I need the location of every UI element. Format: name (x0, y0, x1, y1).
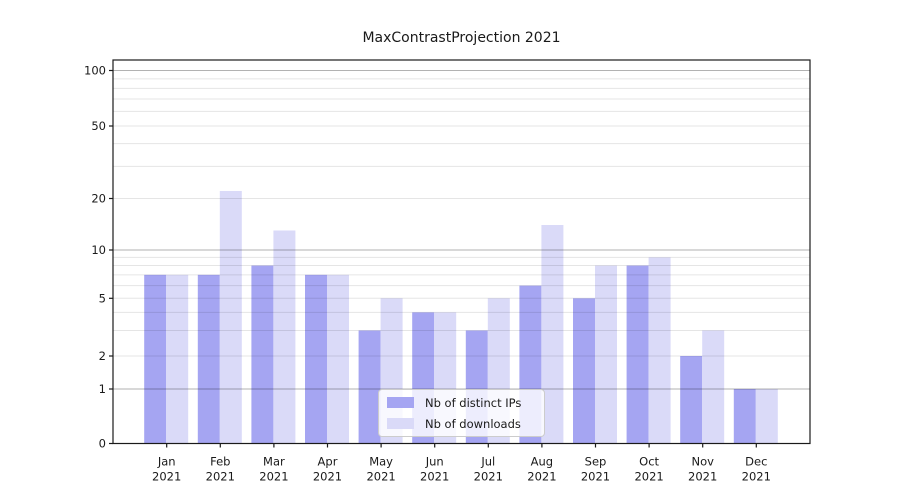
plot-border (112, 59, 811, 445)
bar-downloads-oct (648, 257, 671, 444)
bar-distinct-ips-dec (733, 389, 756, 444)
bar-distinct-ips-oct (626, 265, 649, 444)
legend-item-distinct-ips: Nb of distinct IPs (387, 395, 536, 410)
x-tick-label-month: Aug (531, 455, 553, 469)
bar-distinct-ips-feb (197, 274, 220, 444)
legend-label-distinct-ips: Nb of distinct IPs (425, 395, 522, 410)
y-tick-label: 20 (91, 192, 106, 206)
y-tick-label: 50 (91, 119, 106, 133)
legend-label-downloads: Nb of downloads (425, 416, 521, 431)
x-tick-label-month: Jul (480, 455, 495, 469)
x-tick-label-month: Feb (210, 455, 230, 469)
x-tick-label-month: Jan (157, 455, 176, 469)
y-tick-label: 2 (99, 349, 106, 363)
x-tick-label-year: 2021 (581, 470, 610, 484)
bar-downloads-nov (702, 330, 725, 444)
bar-distinct-ips-jan (144, 274, 167, 444)
x-tick-label-year: 2021 (742, 470, 771, 484)
x-tick-label-month: May (369, 455, 393, 469)
legend-item-downloads: Nb of downloads (387, 416, 536, 431)
x-tick-label-year: 2021 (688, 470, 717, 484)
y-tick-label: 100 (84, 64, 106, 78)
x-tick-label-month: Nov (691, 455, 714, 469)
x-tick-label-year: 2021 (313, 470, 342, 484)
x-tick-label-year: 2021 (420, 470, 449, 484)
x-tick-label-month: Jun (425, 455, 444, 469)
bar-downloads-jan (166, 274, 189, 444)
x-tick-label-month: Mar (263, 455, 285, 469)
bar-distinct-ips-nov (680, 356, 703, 444)
x-tick-label-year: 2021 (474, 470, 503, 484)
bar-downloads-dec (755, 389, 778, 444)
y-tick-label: 1 (99, 382, 106, 396)
legend: Nb of distinct IPs Nb of downloads (378, 389, 545, 437)
x-tick-label-month: Dec (745, 455, 767, 469)
x-tick-label-year: 2021 (366, 470, 395, 484)
bar-distinct-ips-may (358, 330, 381, 444)
chart-title: MaxContrastProjection 2021 (362, 30, 561, 46)
x-tick-label-month: Oct (639, 455, 659, 469)
x-tick-label-year: 2021 (527, 470, 556, 484)
bar-distinct-ips-apr (305, 274, 327, 444)
y-tick-label: 0 (99, 437, 106, 451)
x-tick-label-year: 2021 (259, 470, 288, 484)
x-tick-label-year: 2021 (206, 470, 235, 484)
bar-distinct-ips-sep (573, 298, 595, 444)
bar-distinct-ips-mar (251, 265, 274, 444)
x-tick-label-month: Sep (585, 455, 607, 469)
x-tick-label-year: 2021 (152, 470, 181, 484)
bar-downloads-mar (273, 230, 296, 444)
legend-swatch-distinct-ips (387, 397, 414, 408)
bar-downloads-sep (595, 265, 617, 444)
bar-downloads-aug (541, 225, 564, 444)
y-tick-label: 10 (91, 243, 106, 257)
y-tick-label: 5 (99, 291, 106, 305)
bar-downloads-apr (327, 274, 349, 444)
x-tick-label-month: Apr (318, 455, 338, 469)
x-tick-label-year: 2021 (634, 470, 663, 484)
bar-downloads-feb (219, 190, 242, 444)
legend-swatch-downloads (387, 418, 414, 429)
